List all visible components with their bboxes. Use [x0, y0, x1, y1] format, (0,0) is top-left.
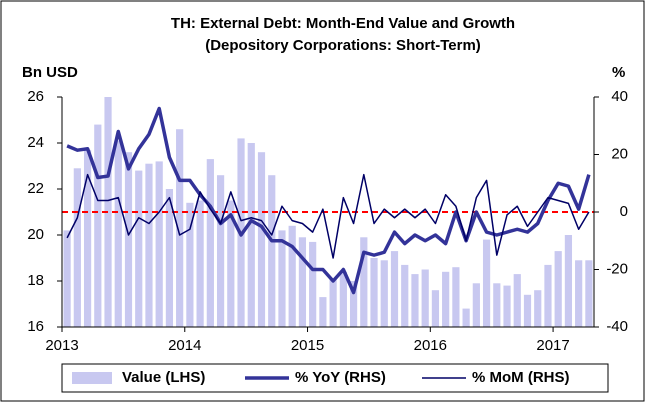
bar [319, 297, 327, 327]
bar [360, 237, 368, 327]
x-tick-label: 2017 [536, 337, 569, 354]
y2-tick-label: 20 [611, 145, 628, 162]
bar [472, 283, 480, 327]
bar [442, 271, 450, 327]
bar [493, 283, 501, 327]
bar [278, 230, 286, 327]
bar [329, 278, 337, 327]
bar [411, 274, 419, 327]
y-tick-label: 22 [27, 180, 44, 197]
bar [585, 260, 593, 327]
legend-label: % MoM (RHS) [472, 369, 570, 386]
x-tick-label: 2015 [291, 337, 324, 354]
bar [370, 258, 378, 327]
bar [482, 239, 491, 327]
y-tick-label: 20 [27, 226, 44, 243]
bar [155, 161, 163, 327]
x-tick-label: 2016 [414, 337, 447, 354]
y-tick-label: 26 [27, 88, 44, 105]
bar [421, 269, 429, 327]
bar [513, 274, 521, 327]
bar [83, 149, 92, 327]
bar [564, 235, 573, 327]
legend-label: Value (LHS) [122, 369, 205, 386]
bar [206, 159, 214, 327]
bar [380, 260, 388, 327]
y2-tick-label: -40 [606, 318, 628, 335]
bar [257, 152, 266, 327]
legend [61, 363, 609, 393]
bar [534, 290, 542, 327]
y2-tick-label: 40 [611, 88, 628, 105]
bar [390, 251, 399, 327]
bar [298, 237, 307, 327]
legend-label: % YoY (RHS) [295, 369, 386, 386]
bar [216, 175, 225, 327]
bar [288, 225, 296, 327]
bar [431, 290, 440, 327]
y-axis-label: Bn USD [22, 64, 78, 81]
bar [124, 152, 133, 327]
bar [554, 251, 562, 327]
bar [94, 124, 102, 327]
legend-swatch [72, 372, 112, 384]
bar [176, 129, 184, 327]
bar [544, 264, 552, 327]
y-tick-label: 18 [27, 272, 44, 289]
bar [401, 264, 409, 327]
y2-tick-label: -20 [606, 260, 628, 277]
bar [462, 308, 470, 327]
bar [503, 285, 511, 327]
bar [135, 170, 143, 327]
bar [452, 267, 460, 327]
bar [523, 294, 532, 327]
bar [339, 271, 347, 327]
y2-tick-label: 0 [620, 203, 628, 220]
line-series [66, 173, 590, 259]
chart-title: TH: External Debt: Month-End Value and G… [171, 15, 515, 32]
x-tick-label: 2013 [45, 337, 78, 354]
bar [247, 143, 255, 327]
chart-subtitle: (Depository Corporations: Short-Term) [205, 37, 481, 54]
bar [186, 202, 194, 327]
y-tick-label: 24 [27, 134, 44, 151]
y-tick-label: 16 [27, 318, 44, 335]
bar [63, 230, 71, 327]
y2-axis-label: % [612, 64, 625, 81]
x-tick-label: 2014 [168, 337, 201, 354]
bar [227, 200, 235, 327]
bar [309, 241, 317, 327]
bar [114, 140, 122, 327]
bar [145, 163, 153, 327]
bar [349, 281, 358, 327]
bar [73, 168, 81, 327]
bar [165, 189, 174, 327]
bar [575, 260, 583, 327]
bar [196, 200, 204, 327]
bar [104, 97, 112, 327]
bar [268, 175, 276, 327]
